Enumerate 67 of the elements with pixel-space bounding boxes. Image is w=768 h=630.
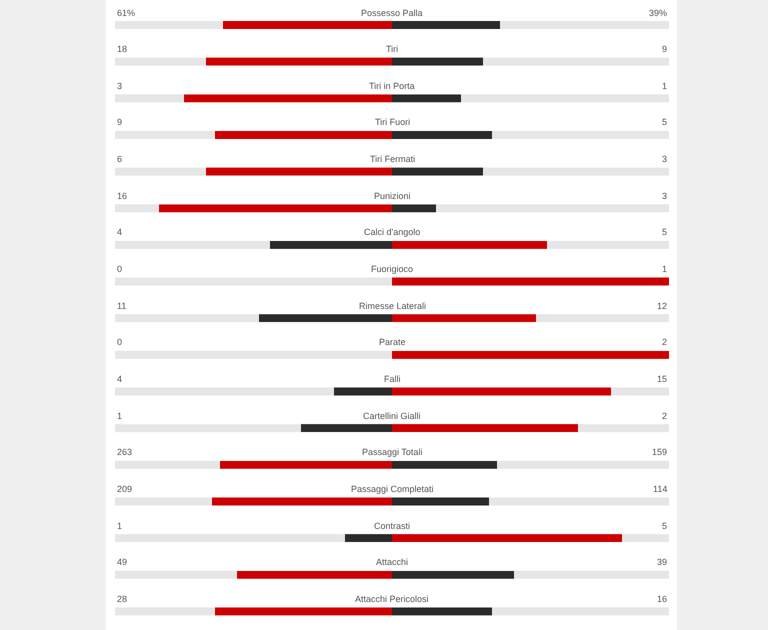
bar	[392, 497, 489, 506]
y-tick-label: Passaggi Completati	[351, 484, 434, 494]
y-tick-label: Passaggi Totali	[362, 447, 422, 457]
bar	[392, 21, 500, 29]
annotation: 3	[662, 191, 668, 201]
bar	[392, 58, 483, 66]
annotation: 5	[662, 227, 668, 237]
y-tick-label: Tiri in Porta	[369, 81, 415, 91]
text: 3	[117, 81, 122, 91]
text: 263	[117, 447, 132, 457]
text: 4	[117, 227, 122, 237]
bar	[220, 460, 392, 469]
y-tick-label: Cartellini Gialli	[363, 411, 421, 421]
y-tick-label: Possesso Palla	[361, 8, 423, 18]
annotation: 16	[657, 594, 668, 604]
text: 28	[117, 594, 128, 604]
annotation: 12	[657, 301, 668, 311]
bar	[392, 94, 461, 102]
text: 49	[117, 557, 128, 567]
bar	[215, 607, 392, 616]
y-tick-label: Tiri Fuori	[375, 117, 410, 127]
bar	[392, 168, 483, 176]
annotation: 1	[662, 264, 668, 274]
annotation: 5	[662, 521, 668, 531]
bar	[392, 607, 492, 616]
text: 1	[117, 521, 122, 531]
annotation: 1	[662, 81, 668, 91]
annotation: 3	[662, 154, 668, 164]
text: 16	[117, 191, 128, 201]
y-tick-label: Falli	[384, 374, 401, 384]
text: 0	[117, 264, 122, 274]
y-tick-label: Attacchi	[376, 557, 408, 567]
y-tick-label: Punizioni	[374, 191, 411, 201]
bar	[223, 21, 392, 29]
annotation: 114	[653, 484, 668, 494]
y-tick-label: Fuorigioco	[371, 264, 414, 274]
bar	[392, 570, 514, 579]
text: 9	[117, 117, 122, 127]
annotation: 159	[652, 447, 668, 457]
text: 0	[117, 337, 122, 347]
annotation: 2	[662, 411, 668, 421]
bar	[392, 460, 497, 469]
text: 61%	[117, 8, 136, 18]
text: 18	[117, 44, 128, 54]
bar	[215, 130, 392, 139]
y-tick-label: Parate	[379, 337, 406, 347]
text: 11	[117, 301, 126, 311]
bar	[392, 130, 492, 139]
annotation: 9	[662, 44, 668, 54]
annotation: 39	[657, 557, 668, 567]
y-tick-label: Calci d'angolo	[364, 227, 420, 237]
annotation: 15	[657, 374, 668, 384]
annotation: 5	[662, 117, 668, 127]
y-tick-label: Tiri Fermati	[370, 154, 416, 164]
y-tick-label: Tiri	[386, 44, 398, 54]
annotation: 2	[662, 337, 668, 347]
y-tick-label: Attacchi Pericolosi	[355, 594, 429, 604]
y-tick-label: Rimesse Laterali	[359, 301, 426, 311]
text: 209	[117, 484, 132, 494]
y-tick-label: Contrasti	[374, 521, 410, 531]
text: 6	[117, 154, 122, 164]
text: 4	[117, 374, 122, 384]
bar	[237, 570, 392, 579]
text: 1	[117, 411, 122, 421]
bar	[212, 497, 392, 506]
bar	[392, 204, 436, 212]
annotation: 39%	[649, 8, 668, 18]
